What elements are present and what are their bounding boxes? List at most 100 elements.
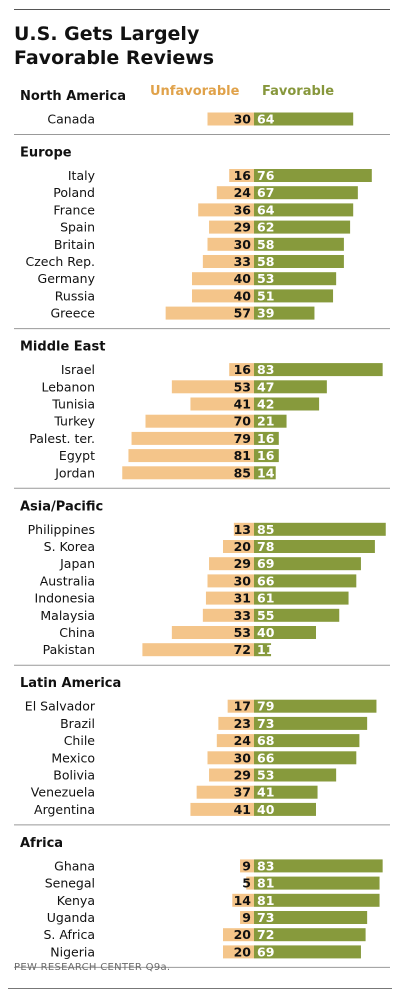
bar-favorable [254,380,327,394]
value-favorable: 61 [257,591,274,606]
value-unfavorable: 70 [234,414,252,429]
title-line-2: Favorable Reviews [14,47,215,69]
bar-favorable [254,893,380,907]
bar-unfavorable [131,431,254,445]
group-header: Africa [20,836,63,851]
country-label: Egypt [59,448,95,463]
bar-unfavorable [145,414,254,428]
value-unfavorable: 37 [234,785,251,800]
bar-favorable [254,945,361,959]
value-unfavorable: 41 [234,802,251,817]
bar-favorable [254,574,357,588]
value-unfavorable: 23 [234,716,251,731]
value-favorable: 47 [257,379,274,394]
value-favorable: 51 [257,288,274,303]
value-favorable: 81 [257,876,274,891]
value-unfavorable: 16 [234,362,252,377]
value-unfavorable: 13 [234,522,251,537]
value-favorable: 42 [257,397,274,412]
bar-favorable [254,220,351,234]
value-unfavorable: 53 [234,625,251,640]
value-favorable: 55 [257,608,274,623]
value-unfavorable: 14 [234,893,252,908]
value-favorable: 41 [257,785,274,800]
chart-title: U.S. Gets Largely Favorable Reviews [14,22,314,70]
bar-unfavorable [196,785,254,799]
bar-favorable [254,802,316,816]
value-unfavorable: 40 [234,271,252,286]
country-label: Bolivia [53,768,95,783]
value-favorable: 69 [257,944,274,959]
value-unfavorable: 81 [234,448,251,463]
value-unfavorable: 30 [234,112,252,127]
bar-favorable [254,751,357,765]
country-label: Spain [60,220,95,235]
country-label: Indonesia [35,591,95,606]
bar-unfavorable [223,945,254,959]
value-favorable: 64 [257,112,275,127]
value-unfavorable: 20 [234,944,252,959]
value-unfavorable: 24 [234,185,252,200]
bar-favorable [254,557,361,571]
country-label: Russia [55,288,95,303]
country-label: Jordan [54,465,95,480]
bar-unfavorable [246,876,254,890]
value-favorable: 40 [257,625,275,640]
country-label: Lebanon [41,379,95,394]
bar-favorable [254,255,344,268]
bar-unfavorable [207,751,254,765]
bar-favorable [254,626,316,639]
value-favorable: 79 [257,699,274,714]
value-favorable: 53 [257,768,274,783]
bar-favorable [254,876,380,890]
country-label: Israel [61,362,95,377]
country-label: Tunisia [51,397,95,412]
bar-favorable [254,768,337,782]
bar-unfavorable [192,289,254,303]
bar-unfavorable [223,928,254,942]
country-label: Italy [68,168,96,183]
bar-favorable [254,186,358,200]
value-unfavorable: 24 [234,733,252,748]
bottom-rule [8,988,392,989]
value-favorable: 76 [257,168,275,183]
bar-favorable [254,169,372,182]
value-unfavorable: 33 [234,608,251,623]
country-label: Turkey [53,414,95,429]
bar-favorable [254,414,287,428]
bar-favorable [254,306,315,320]
bar-unfavorable [216,186,254,200]
value-favorable: 58 [257,237,274,252]
bar-favorable [254,522,386,536]
value-unfavorable: 29 [234,556,251,571]
group-header: Asia/Pacific [20,499,103,514]
value-unfavorable: 30 [234,237,252,252]
value-unfavorable: 85 [234,465,251,480]
value-favorable: 53 [257,271,274,286]
bar-unfavorable [202,255,254,268]
value-favorable: 62 [257,220,274,235]
legend-favorable: Favorable [262,84,335,99]
bar-favorable [254,734,360,748]
bar-favorable [254,237,344,251]
value-favorable: 66 [257,573,275,588]
value-favorable: 64 [257,202,275,217]
country-label: S. Africa [43,927,95,942]
bar-unfavorable [240,859,254,873]
bar-unfavorable [229,169,254,182]
value-favorable: 85 [257,522,274,537]
group-header: North America [20,89,126,104]
bar-unfavorable [209,220,254,234]
value-unfavorable: 36 [234,202,252,217]
bar-unfavorable [207,237,254,251]
country-label: France [53,202,95,217]
country-label: Senegal [45,876,95,891]
country-label: Canada [47,112,95,127]
value-favorable: 73 [257,716,274,731]
bar-unfavorable [165,306,254,320]
bar-favorable [254,785,318,799]
value-favorable: 16 [257,448,275,463]
value-unfavorable: 40 [234,288,252,303]
